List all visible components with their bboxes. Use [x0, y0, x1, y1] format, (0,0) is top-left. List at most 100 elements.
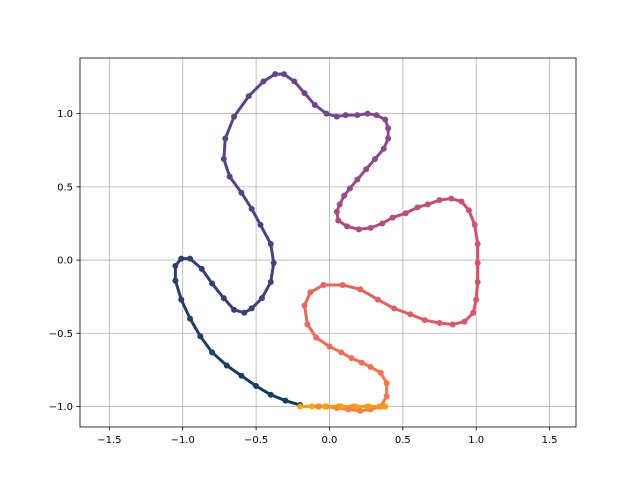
- data-point: [301, 302, 308, 309]
- data-point: [354, 112, 361, 119]
- data-point: [307, 289, 314, 296]
- data-point: [371, 156, 378, 163]
- data-point: [354, 176, 361, 183]
- data-point: [436, 320, 443, 327]
- y-axis: −1.0 −0.5 0.0 0.5 1.0: [49, 109, 80, 413]
- data-point: [473, 296, 480, 303]
- curve-segment: [269, 261, 276, 284]
- x-tick-label: 0.0: [322, 435, 338, 446]
- data-point: [344, 223, 351, 230]
- data-point: [474, 260, 481, 266]
- data-point: [364, 110, 371, 117]
- data-point: [424, 201, 431, 208]
- data-point: [352, 403, 359, 410]
- data-point: [345, 406, 352, 413]
- data-point: [231, 113, 238, 120]
- data-point: [333, 208, 340, 215]
- curve-segment: [358, 287, 380, 302]
- data-point: [253, 383, 260, 389]
- data-point: [291, 78, 298, 85]
- data-point: [241, 309, 248, 316]
- curve-segment: [232, 94, 251, 119]
- data-point: [407, 311, 414, 318]
- data-point: [272, 71, 279, 78]
- data-point: [367, 363, 374, 370]
- data-point: [301, 90, 308, 97]
- data-point: [342, 112, 349, 119]
- curve-segment: [239, 191, 254, 211]
- data-point: [389, 214, 396, 221]
- data-point: [172, 277, 179, 284]
- data-point: [383, 380, 390, 387]
- curve-segment: [228, 175, 243, 195]
- x-tick-label: 1.5: [542, 435, 558, 446]
- data-point: [220, 156, 227, 163]
- data-point: [341, 192, 348, 199]
- curve-segment: [179, 298, 192, 321]
- data-point: [338, 403, 345, 410]
- y-tick-label: −1.0: [49, 402, 73, 413]
- data-point: [436, 197, 443, 204]
- data-point: [313, 334, 320, 341]
- data-point: [308, 403, 315, 410]
- axes-background: [80, 58, 576, 427]
- data-point: [197, 333, 204, 340]
- data-point: [323, 110, 330, 117]
- data-point: [304, 321, 311, 328]
- curve-segment: [250, 207, 262, 227]
- data-point: [382, 403, 389, 410]
- x-tick-label: 1.0: [468, 435, 484, 446]
- data-point: [260, 78, 267, 85]
- data-point: [474, 279, 481, 286]
- data-point: [385, 125, 392, 132]
- data-point: [336, 201, 343, 208]
- data-point: [414, 204, 421, 211]
- data-point: [187, 255, 194, 262]
- data-point: [178, 296, 185, 303]
- data-point: [326, 343, 333, 350]
- data-point: [187, 315, 194, 322]
- data-point: [248, 305, 255, 312]
- data-point: [209, 349, 216, 356]
- curve-segment: [223, 115, 236, 141]
- curve-segment: [341, 283, 362, 291]
- curve-segment: [210, 350, 229, 367]
- curve-segment: [303, 303, 309, 326]
- y-tick-label: 1.0: [57, 109, 73, 120]
- x-tick-label: −1.0: [171, 435, 195, 446]
- data-point: [471, 221, 478, 228]
- curve-segment: [210, 282, 226, 300]
- data-point: [297, 403, 304, 410]
- y-tick-label: −0.5: [49, 329, 73, 340]
- data-point: [282, 397, 289, 404]
- data-point: [238, 189, 245, 196]
- data-point: [458, 198, 465, 205]
- data-point: [373, 112, 380, 119]
- data-point: [465, 207, 472, 214]
- data-point: [348, 355, 355, 362]
- data-point: [376, 403, 383, 410]
- data-point: [470, 309, 477, 316]
- data-point: [461, 318, 468, 325]
- curve-segment: [269, 242, 276, 265]
- data-point: [209, 280, 216, 287]
- y-tick-label: 0.5: [57, 182, 73, 193]
- data-points: [172, 71, 481, 414]
- data-point: [222, 135, 229, 142]
- data-point: [280, 71, 287, 78]
- data-point: [267, 279, 274, 286]
- data-point: [320, 281, 327, 288]
- data-point: [474, 240, 481, 247]
- data-point: [172, 262, 179, 269]
- curve-segment: [188, 317, 202, 338]
- data-point: [383, 393, 390, 400]
- data-point: [220, 295, 227, 302]
- axes-frame: [79, 57, 577, 428]
- curve-segment: [222, 157, 232, 179]
- data-point: [248, 205, 255, 212]
- data-point: [198, 265, 205, 272]
- data-point: [366, 403, 373, 410]
- data-point: [339, 281, 346, 288]
- data-point: [267, 240, 274, 247]
- data-point: [448, 195, 455, 202]
